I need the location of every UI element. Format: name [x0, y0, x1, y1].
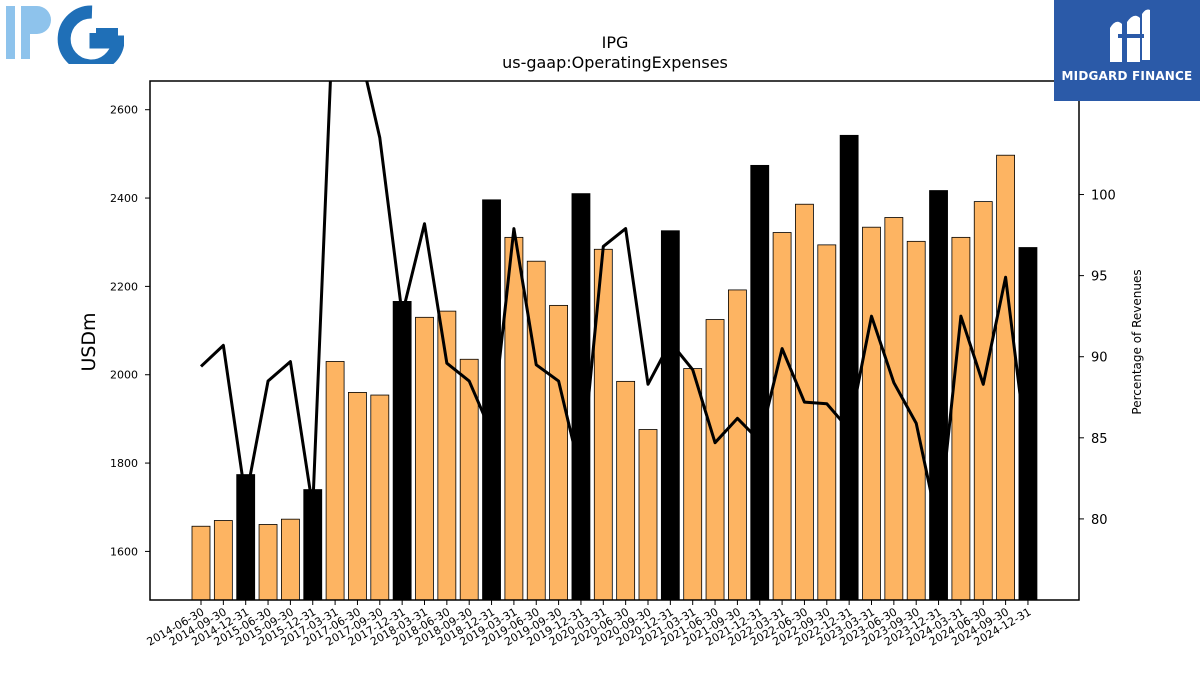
bar-2014-06-30	[191, 525, 211, 600]
y2-tick-label-95: 95	[1091, 270, 1108, 285]
y-axis-label: USDm	[78, 312, 100, 371]
bar-2018-06-30	[437, 310, 457, 600]
bar-2024-06-30	[973, 201, 993, 600]
line-layer	[199, 81, 1030, 531]
bar-2021-09-30	[728, 289, 747, 600]
y2-tick-label-85: 85	[1091, 432, 1108, 447]
bar-2020-12-31	[660, 230, 680, 600]
bar-2024-12-31	[1018, 247, 1038, 600]
midgard-finance-logo: MIDGARD FINANCE	[1054, 0, 1200, 101]
bar-2022-03-31	[772, 232, 792, 600]
bar-2017-06-30	[348, 391, 367, 600]
midgard-brand-text: MIDGARD FINANCE	[1061, 69, 1193, 83]
bar-2021-12-31	[750, 164, 770, 600]
y-tick-label-2600: 2600	[110, 104, 138, 117]
bar-2020-06-30	[616, 380, 636, 600]
bar-2019-09-30	[549, 304, 568, 600]
y2-tick-label-90: 90	[1091, 351, 1108, 366]
y2-tick-label-80: 80	[1091, 513, 1108, 528]
y-tick-label-2400: 2400	[110, 192, 138, 205]
y-tick-label-2200: 2200	[110, 280, 138, 293]
bar-2023-12-31	[929, 190, 948, 600]
bar-2024-03-31	[951, 236, 971, 600]
y-tick-label-1600: 1600	[110, 545, 138, 558]
bar-2015-06-30	[258, 524, 278, 600]
bar-2021-06-30	[705, 319, 725, 600]
plot-frame	[149, 80, 1080, 601]
bar-2017-03-31	[325, 361, 345, 600]
bar-2015-09-30	[280, 518, 300, 600]
y-tick-label-2000: 2000	[110, 369, 138, 382]
bar-2017-12-31	[392, 301, 412, 600]
bar-2020-09-30	[638, 429, 658, 600]
bar-2014-12-31	[236, 474, 256, 600]
bar-2014-09-30	[213, 520, 233, 600]
midgard-emblem-icon	[1110, 9, 1150, 62]
bars-layer	[191, 134, 1038, 600]
chart-title: IPG	[602, 33, 629, 52]
axes-layer: 160018002000220024002600808590951002014-…	[110, 80, 1116, 649]
bar-2024-09-30	[996, 154, 1015, 600]
bar-2018-12-31	[482, 199, 501, 600]
bar-2018-03-31	[415, 316, 434, 600]
y2-tick-label-100: 100	[1091, 189, 1116, 204]
ipg-logo-icon	[6, 5, 126, 73]
bar-2021-03-31	[683, 368, 703, 600]
bar-2023-03-31	[862, 226, 881, 600]
chart-subtitle: us-gaap:OperatingExpenses	[502, 53, 728, 72]
bar-2019-06-30	[526, 260, 546, 600]
bar-2017-09-30	[370, 394, 390, 600]
bar-2023-06-30	[884, 217, 904, 600]
percentage-line	[199, 81, 1030, 531]
y-tick-label-1800: 1800	[110, 457, 138, 470]
bar-2022-09-30	[817, 244, 837, 600]
bar-2022-12-31	[839, 134, 859, 600]
y2-axis-label: Percentage of Revenues	[1130, 269, 1144, 414]
ipg-logo	[4, 4, 126, 73]
